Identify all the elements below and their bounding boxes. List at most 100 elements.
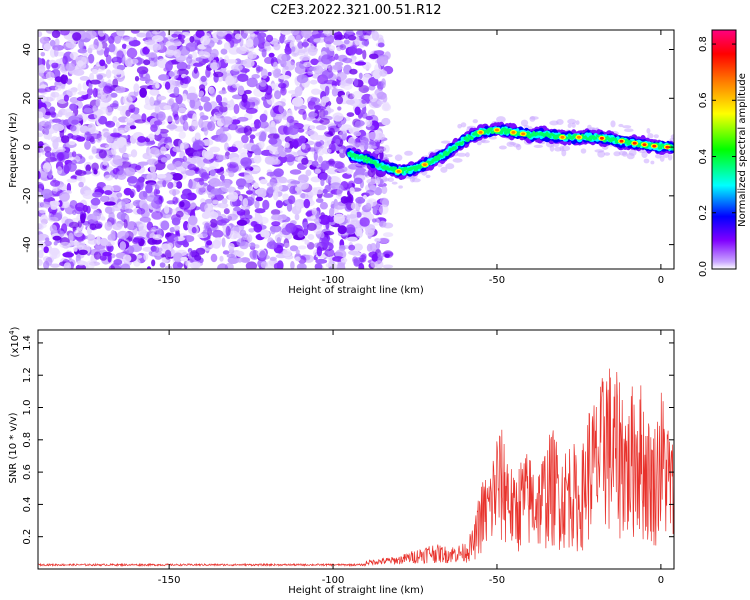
heatmap-cell	[650, 160, 655, 165]
heatmap-cell	[315, 124, 327, 131]
heatmap-cell	[172, 196, 178, 205]
heatmap-cell	[146, 172, 158, 182]
heatmap-cell	[369, 93, 378, 103]
heatmap-cell	[381, 78, 386, 89]
heatmap-cell	[472, 119, 478, 124]
heatmap-cell	[253, 36, 259, 47]
heatmap-cell	[290, 261, 295, 269]
heatmap-cell	[319, 117, 330, 125]
heatmap-cell	[282, 193, 289, 200]
heatmap-cell	[208, 161, 220, 168]
heatmap-cell	[441, 155, 444, 158]
heatmap-cell	[38, 249, 44, 259]
heatmap-cell	[247, 51, 257, 60]
heatmap-cell	[405, 170, 409, 174]
heatmap-cell	[38, 141, 44, 147]
heatmap-cell	[165, 61, 173, 72]
heatmap-cell	[88, 44, 98, 51]
heatmap-cell	[364, 171, 369, 177]
heatmap-cell	[267, 71, 272, 77]
heatmap-cell	[248, 228, 255, 233]
heatmap-cell	[198, 50, 205, 56]
heatmap-cell	[163, 105, 172, 111]
heatmap-cell	[216, 168, 225, 176]
heatmap-cell	[489, 127, 493, 131]
heatmap-cell	[511, 131, 516, 134]
heatmap-cell	[195, 247, 206, 255]
heatmap-cell	[345, 224, 356, 235]
heatmap-cell	[371, 218, 377, 223]
heatmap-cell	[110, 92, 118, 98]
heatmap-cell	[156, 111, 166, 122]
heatmap-cell	[271, 221, 281, 227]
heatmap-cell	[303, 47, 309, 58]
heatmap-cell	[384, 154, 393, 158]
heatmap-cell	[379, 220, 387, 228]
heatmap-cell	[289, 169, 302, 175]
heatmap-cell	[171, 217, 181, 226]
heatmap-cell	[332, 64, 341, 69]
heatmap-cell	[204, 199, 214, 204]
heatmap-cell	[144, 138, 151, 143]
heatmap-cell	[68, 221, 80, 229]
heatmap-cell	[379, 163, 382, 166]
heatmap-cell	[99, 237, 109, 246]
heatmap-cell	[128, 39, 141, 47]
heatmap-cell	[198, 90, 205, 97]
heatmap-cell	[183, 76, 189, 84]
heatmap-cell	[215, 94, 223, 104]
heatmap-cell	[337, 225, 347, 235]
heatmap-cell	[303, 39, 308, 49]
heatmap-cell	[147, 52, 157, 58]
heatmap-cell	[480, 140, 490, 144]
heatmap-cell	[258, 141, 265, 149]
heatmap-cell	[174, 225, 180, 231]
heatmap-cell	[80, 94, 92, 100]
heatmap-cell	[136, 184, 141, 193]
heatmap-cell	[331, 87, 338, 97]
heatmap-cell	[203, 101, 212, 112]
heatmap-cell	[45, 237, 50, 242]
heatmap-cell	[124, 208, 133, 214]
heatmap-cell	[61, 183, 67, 191]
heatmap-cell	[69, 51, 79, 60]
heatmap-cell	[365, 117, 373, 128]
heatmap-cell	[159, 262, 166, 268]
heatmap-cell	[322, 148, 332, 155]
heatmap-cell	[286, 202, 293, 212]
heatmap-cell	[265, 34, 274, 43]
heatmap-cell	[371, 253, 378, 262]
heatmap-cell	[152, 100, 161, 106]
heatmap-cell	[216, 113, 222, 119]
heatmap-cell	[362, 194, 368, 200]
heatmap-cell	[39, 64, 45, 70]
heatmap-cell	[195, 57, 203, 62]
heatmap-cell	[110, 218, 117, 225]
heatmap-cell	[43, 240, 52, 247]
heatmap-cell	[153, 120, 163, 126]
heatmap-cell	[85, 260, 95, 269]
heatmap-cell	[321, 69, 334, 79]
spectrogram-y-label: Frequency (Hz)	[8, 112, 19, 188]
heatmap-cell	[642, 143, 647, 147]
heatmap-cell	[355, 48, 363, 55]
heatmap-cell	[460, 122, 467, 128]
heatmap-cell	[334, 53, 339, 60]
heatmap-cell	[278, 104, 284, 114]
heatmap-cell	[41, 96, 47, 102]
heatmap-cell	[377, 42, 385, 48]
heatmap-cell	[210, 253, 218, 263]
heatmap-cell	[58, 200, 63, 208]
heatmap-cell	[376, 176, 382, 181]
x-tick-label: -50	[489, 575, 505, 586]
heatmap-cell	[188, 179, 197, 190]
heatmap-cell	[336, 71, 347, 81]
heatmap-cell	[361, 155, 365, 160]
heatmap-cell	[243, 125, 252, 136]
heatmap-cell	[56, 152, 64, 162]
heatmap-cell	[266, 260, 275, 269]
heatmap-cell	[561, 149, 567, 157]
heatmap-cell	[305, 169, 312, 177]
heatmap-cell	[78, 181, 84, 188]
heatmap-cell	[88, 82, 93, 90]
